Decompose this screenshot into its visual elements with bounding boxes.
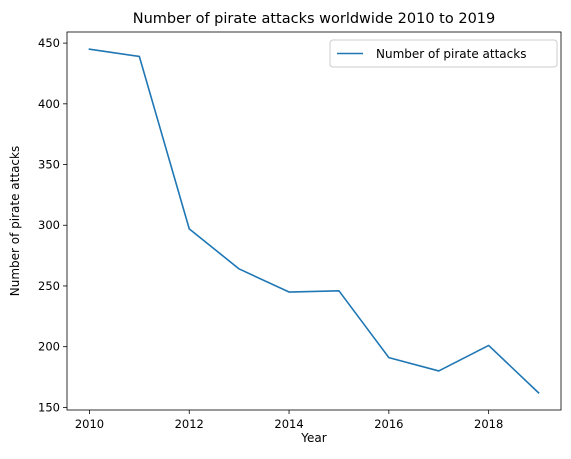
y-tick-label: 300 [38, 218, 60, 232]
x-axis-label: Year [300, 431, 326, 445]
chart-title: Number of pirate attacks worldwide 2010 … [133, 11, 496, 27]
legend-box [329, 39, 558, 68]
plot-area: 2010 2012 2014 2016 2018 150 200 250 300 350 400 45… [38, 31, 562, 431]
x-tick-label: 2014 [274, 417, 303, 431]
legend: Number of pirate attacks [329, 39, 558, 68]
legend-series-label: Number of pirate attacks [376, 47, 526, 61]
y-tick-label: 400 [38, 97, 60, 111]
x-tick-label: 2010 [75, 417, 104, 431]
y-tick-label: 200 [38, 340, 60, 354]
y-tick-label: 350 [38, 158, 60, 172]
y-axis-label: Number of pirate attacks [8, 146, 22, 296]
x-tick-label: 2012 [175, 417, 204, 431]
x-tick-label: 2016 [374, 417, 403, 431]
y-tick-label: 150 [38, 400, 60, 414]
plot-frame [66, 31, 562, 411]
series-line [88, 48, 540, 394]
y-tick-label: 450 [38, 36, 60, 50]
x-tick-label: 2018 [474, 417, 503, 431]
y-tick-label: 250 [38, 279, 60, 293]
